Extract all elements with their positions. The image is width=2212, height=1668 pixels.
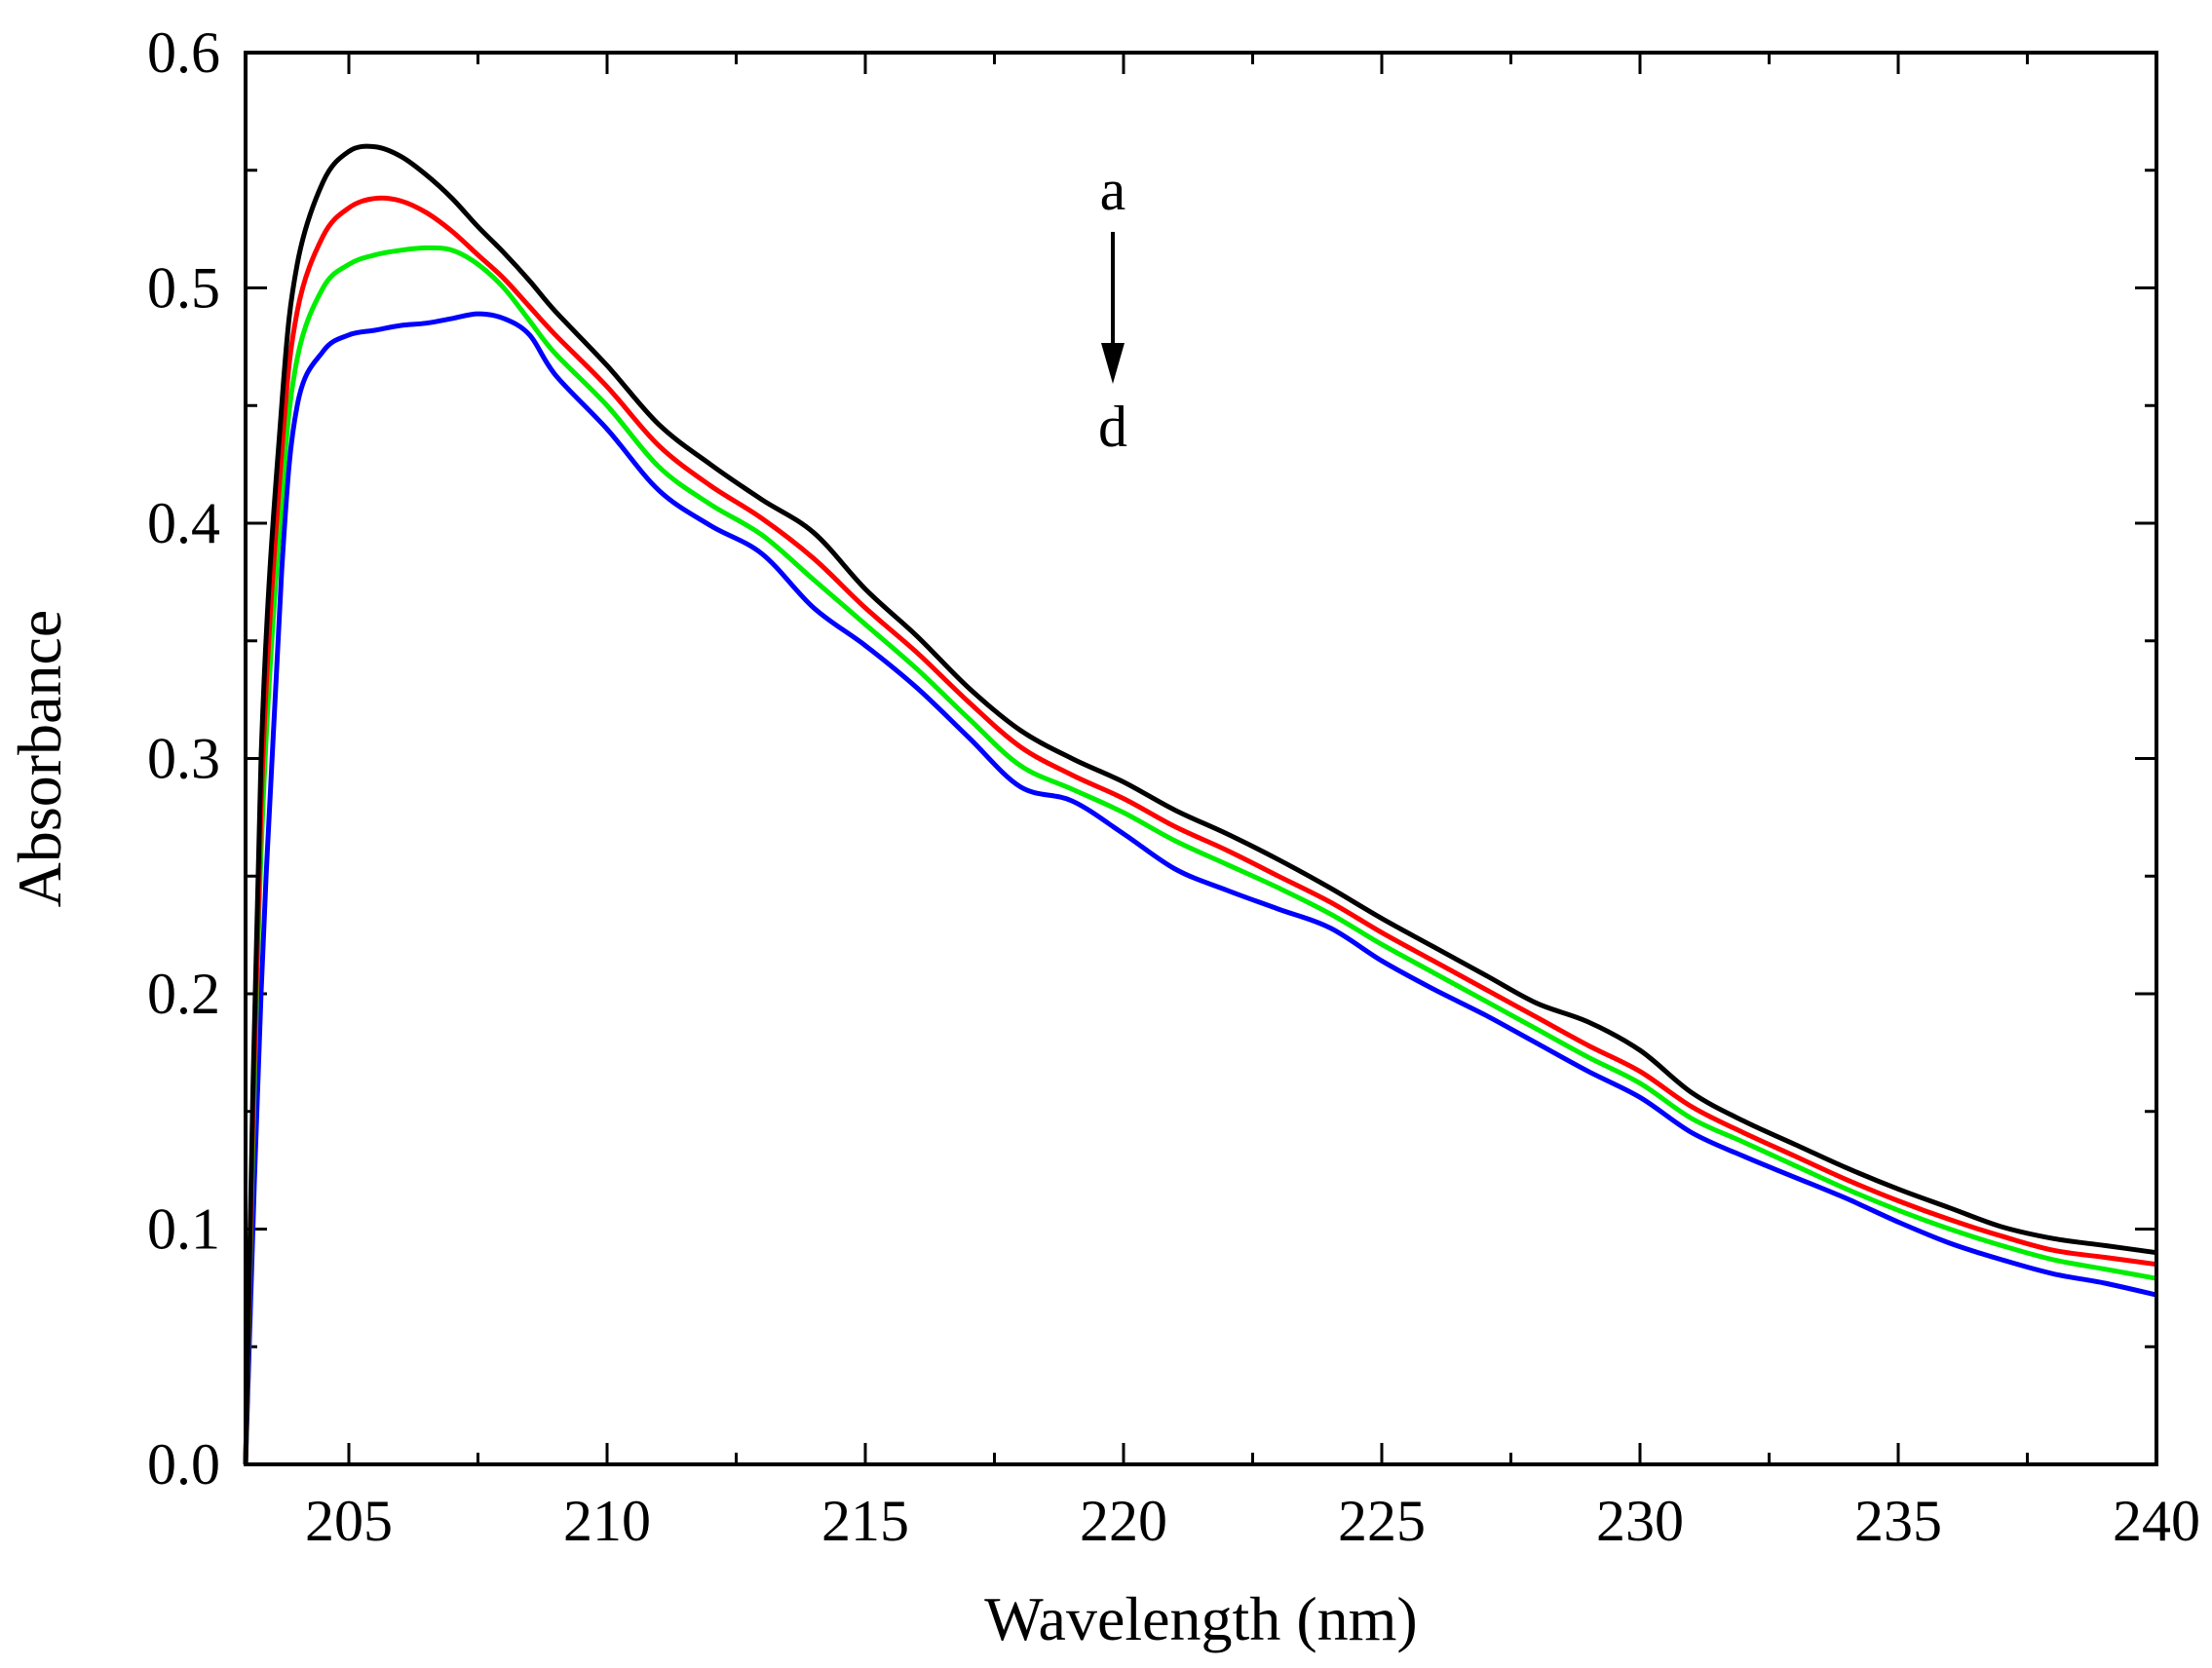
x-tick-label: 205 bbox=[305, 1489, 393, 1553]
series-line-3 bbox=[243, 245, 2157, 1465]
annotation-a: a bbox=[1100, 158, 1126, 222]
y-tick-label: 0.4 bbox=[147, 491, 220, 555]
y-tick-label: 0.5 bbox=[147, 256, 220, 321]
x-tick-label: 235 bbox=[1854, 1489, 1942, 1553]
x-tick-label: 225 bbox=[1338, 1489, 1426, 1553]
axis-ticks bbox=[246, 51, 2158, 1466]
x-tick-label: 215 bbox=[821, 1489, 909, 1553]
x-axis-title: Wavelength (nm) bbox=[984, 1584, 1417, 1653]
annotation-arrow-head bbox=[1101, 343, 1125, 384]
series-lines bbox=[243, 143, 2157, 1465]
annotation-d: d bbox=[1098, 395, 1127, 459]
plot-frame bbox=[244, 51, 2158, 1466]
y-axis-title: Absorbance bbox=[5, 610, 74, 908]
x-tick-label: 230 bbox=[1596, 1489, 1684, 1553]
y-tick-label: 0.3 bbox=[147, 727, 220, 791]
x-tick-label: 210 bbox=[563, 1489, 651, 1553]
axis-tick-labels: 205 210 215 220 225 230 235 240 0.0 0.1 0.2 0.3 0.4 0… bbox=[147, 20, 2200, 1553]
series-line-2 bbox=[243, 195, 2157, 1465]
x-tick-label: 240 bbox=[2113, 1489, 2200, 1553]
x-tick-label: 220 bbox=[1080, 1489, 1167, 1553]
y-tick-label: 0.6 bbox=[147, 20, 220, 85]
y-tick-label: 0.1 bbox=[147, 1197, 220, 1262]
y-tick-label: 0.2 bbox=[147, 962, 220, 1026]
y-tick-label: 0.0 bbox=[147, 1432, 220, 1497]
series-line-4 bbox=[243, 311, 2157, 1465]
series-line-1 bbox=[243, 143, 2157, 1465]
